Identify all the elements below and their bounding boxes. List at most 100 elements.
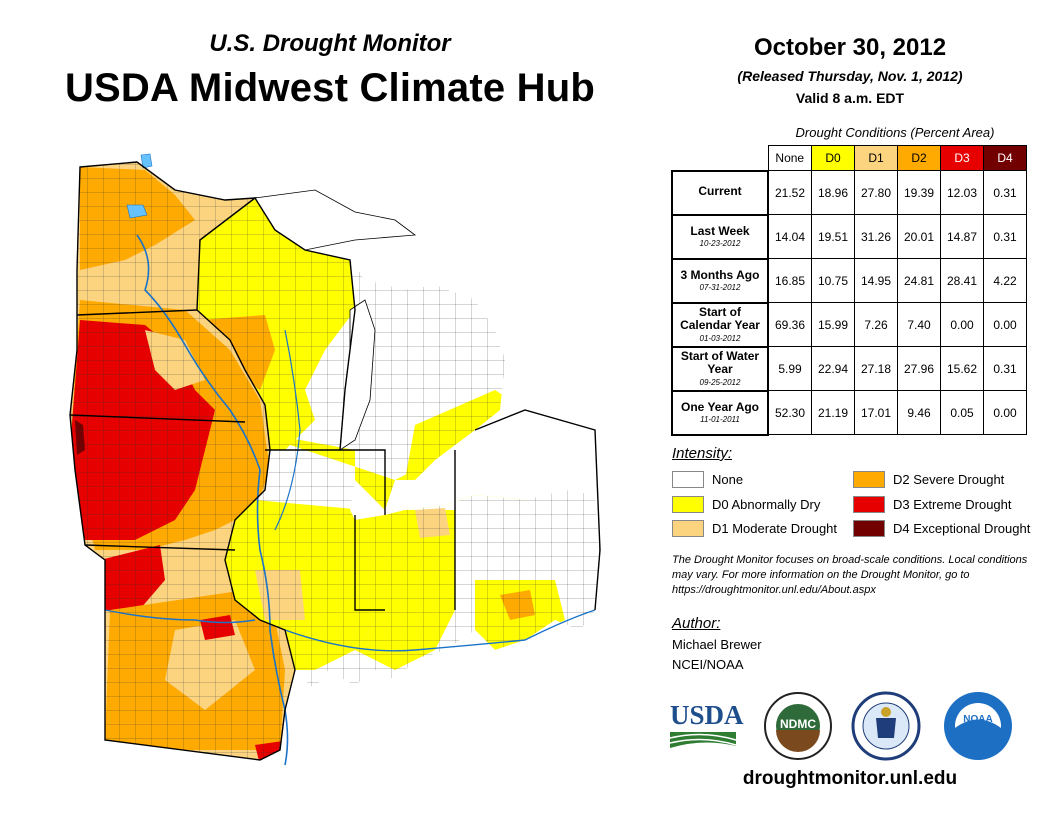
row-label-date: 07-31-2012 bbox=[699, 283, 741, 293]
row-label-main: Current bbox=[698, 184, 742, 199]
table-cell: 21.52 bbox=[767, 170, 812, 215]
missouri-river bbox=[104, 609, 256, 624]
legend-label: D0 Abnormally Dry bbox=[712, 497, 821, 512]
table-cell: 27.18 bbox=[854, 346, 898, 391]
table-cell: 7.26 bbox=[854, 302, 898, 347]
row-label: Start of Water Year 09-25-2012 bbox=[671, 345, 769, 392]
column-header-none: None bbox=[767, 145, 812, 171]
row-label-main: One Year Ago bbox=[680, 399, 760, 414]
drought-conditions-table: None D0 D1 D2 D3 D4 Current 21.52 18.96 … bbox=[671, 145, 1027, 436]
usda-logo-text: USDA bbox=[670, 700, 744, 730]
noaa-logo: NOAA bbox=[944, 692, 1012, 760]
table-cell: 5.99 bbox=[767, 346, 812, 391]
table-cell: 0.00 bbox=[983, 302, 1027, 347]
table-row: Current 21.52 18.96 27.80 19.39 12.03 0.… bbox=[671, 169, 1027, 216]
table-cell: 24.81 bbox=[897, 258, 941, 303]
author-heading: Author: bbox=[672, 615, 721, 632]
table-cell: 69.36 bbox=[767, 302, 812, 347]
table-cell: 7.40 bbox=[897, 302, 941, 347]
usda-logo: USDA bbox=[669, 700, 744, 748]
row-label-main: Last Week bbox=[690, 223, 750, 238]
legend-item-d2: D2 Severe Drought bbox=[853, 471, 1004, 488]
table-cell: 22.94 bbox=[811, 346, 855, 391]
disclaimer-note: The Drought Monitor focuses on broad-sca… bbox=[672, 554, 1028, 596]
logo-strip: USDA NDMC NOAA bbox=[669, 691, 1012, 761]
column-header-d0: D0 bbox=[811, 145, 855, 171]
table-cell: 17.01 bbox=[854, 390, 898, 435]
legend-swatch bbox=[672, 471, 704, 488]
table-cell: 52.30 bbox=[767, 390, 812, 435]
map-subtitle: U.S. Drought Monitor bbox=[209, 30, 451, 57]
valid-time: Valid 8 a.m. EDT bbox=[795, 90, 905, 106]
legend-swatch bbox=[672, 496, 704, 513]
row-label-date: 10-23-2012 bbox=[699, 239, 741, 249]
table-cell: 16.85 bbox=[767, 258, 812, 303]
ohio-river bbox=[284, 609, 596, 652]
author-name: Michael Brewer bbox=[672, 637, 762, 652]
table-cell: 0.00 bbox=[983, 390, 1027, 435]
table-cell: 20.01 bbox=[897, 214, 941, 259]
column-header-d3: D3 bbox=[940, 145, 984, 171]
table-cell: 12.03 bbox=[940, 170, 984, 215]
row-label: 3 Months Ago 07-31-2012 bbox=[671, 257, 769, 304]
row-label-date: 01-03-2012 bbox=[699, 334, 741, 344]
table-cell: 27.96 bbox=[897, 346, 941, 391]
table-cell: 0.31 bbox=[983, 346, 1027, 391]
table-cell: 10.75 bbox=[811, 258, 855, 303]
row-label-main: Start of Calendar Year bbox=[680, 304, 760, 333]
row-label: Current bbox=[671, 169, 769, 216]
legend-label: D1 Moderate Drought bbox=[712, 521, 838, 536]
table-row: Start of Water Year 09-25-2012 5.99 22.94… bbox=[671, 345, 1027, 392]
map-title: USDA Midwest Climate Hub bbox=[64, 66, 596, 110]
legend-item-d3: D3 Extreme Drought bbox=[853, 496, 1012, 513]
legend-swatch bbox=[853, 496, 885, 513]
row-label-main: Start of Water Year bbox=[680, 348, 760, 377]
mississippi-river bbox=[136, 234, 289, 766]
table-cell: 9.46 bbox=[897, 390, 941, 435]
row-label: Last Week 10-23-2012 bbox=[671, 213, 769, 260]
table-header-row: None D0 D1 D2 D3 D4 bbox=[672, 145, 1027, 171]
ndmc-logo: NDMC bbox=[764, 692, 832, 760]
table-row: Last Week 10-23-2012 14.04 19.51 31.26 20… bbox=[671, 213, 1027, 260]
table-cell: 19.39 bbox=[897, 170, 941, 215]
table-cell: 27.80 bbox=[854, 170, 898, 215]
table-cell: 15.62 bbox=[940, 346, 984, 391]
legend-item-d4: D4 Exceptional Drought bbox=[853, 520, 1030, 537]
table-row: Start of Calendar Year 01-03-2012 69.36 1… bbox=[671, 301, 1027, 348]
legend-item-d0: D0 Abnormally Dry bbox=[672, 496, 820, 513]
table-caption: Drought Conditions (Percent Area) bbox=[795, 125, 995, 140]
row-label-main: 3 Months Ago bbox=[680, 267, 760, 282]
legend-label: D2 Severe Drought bbox=[893, 472, 1005, 487]
table-cell: 0.05 bbox=[940, 390, 984, 435]
column-header-d2: D2 bbox=[897, 145, 941, 171]
row-label: Start of Calendar Year 01-03-2012 bbox=[671, 301, 769, 348]
column-header-d1: D1 bbox=[854, 145, 898, 171]
author-org: NCEI/NOAA bbox=[672, 657, 744, 672]
legend-label: D3 Extreme Drought bbox=[893, 497, 1012, 512]
table-cell: 0.31 bbox=[983, 214, 1027, 259]
legend-title: Intensity: bbox=[672, 445, 733, 462]
lake-red bbox=[126, 204, 148, 219]
website-url: droughtmonitor.unl.edu bbox=[742, 768, 958, 789]
table-cell: 21.19 bbox=[811, 390, 855, 435]
table-corner bbox=[672, 146, 768, 171]
legend-item-none: None bbox=[672, 471, 743, 488]
legend-swatch bbox=[672, 520, 704, 537]
legend-swatch bbox=[853, 471, 885, 488]
state-borders bbox=[69, 161, 601, 761]
release-date: (Released Thursday, Nov. 1, 2012) bbox=[737, 68, 963, 84]
table-row: One Year Ago 11-01-2011 52.30 21.19 17.01… bbox=[671, 389, 1027, 436]
table-cell: 14.04 bbox=[767, 214, 812, 259]
table-cell: 19.51 bbox=[811, 214, 855, 259]
table-cell: 0.31 bbox=[983, 170, 1027, 215]
legend-swatch bbox=[853, 520, 885, 537]
row-label-date: 09-25-2012 bbox=[699, 378, 741, 388]
table-cell: 31.26 bbox=[854, 214, 898, 259]
doc-seal-logo bbox=[851, 691, 921, 761]
legend-label: D4 Exceptional Drought bbox=[893, 521, 1031, 536]
table-cell: 0.00 bbox=[940, 302, 984, 347]
lake-woods bbox=[140, 153, 153, 169]
noaa-logo-text: NOAA bbox=[963, 714, 992, 725]
table-cell: 14.87 bbox=[940, 214, 984, 259]
row-label-date: 11-01-2011 bbox=[700, 415, 740, 425]
